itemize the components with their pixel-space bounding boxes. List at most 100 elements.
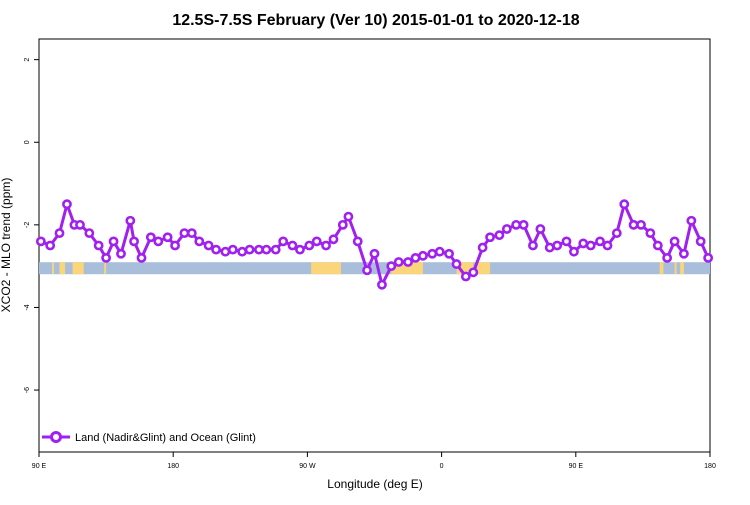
data-point — [153, 236, 164, 247]
data-point — [703, 252, 714, 263]
x-tick-label: 90 W — [299, 463, 316, 470]
data-point — [561, 236, 572, 247]
data-point — [578, 238, 589, 249]
data-point — [227, 244, 238, 255]
data-point — [311, 236, 322, 247]
series-point-layer — [35, 199, 714, 290]
data-point — [451, 259, 462, 269]
y-tick-label: 0 — [24, 140, 31, 144]
data-point — [535, 224, 546, 234]
data-point — [494, 230, 505, 241]
data-point — [93, 240, 104, 251]
data-point — [393, 257, 404, 267]
data-point — [427, 248, 438, 259]
data-point — [179, 228, 190, 239]
data-point — [569, 246, 579, 257]
data-point — [444, 248, 454, 259]
data-point — [62, 199, 72, 210]
data-point — [186, 228, 197, 239]
y-axis: 2 0 -2 -4 -6 — [24, 58, 39, 393]
data-point — [304, 240, 315, 251]
data-point — [501, 224, 512, 234]
data-point — [611, 228, 622, 239]
data-point — [220, 246, 231, 257]
data-point — [343, 211, 354, 222]
y-tick-label: 2 — [24, 58, 31, 62]
data-point — [434, 246, 445, 257]
chart-title: 12.5S-7.5S February (Ver 10) 2015-01-01 … — [172, 12, 579, 29]
data-point — [108, 236, 119, 247]
data-point — [337, 219, 348, 230]
data-point — [270, 244, 281, 255]
data-point — [518, 219, 529, 230]
data-point — [544, 242, 555, 253]
data-point — [129, 236, 139, 247]
land-surface-segment — [659, 262, 664, 275]
series-line — [40, 202, 710, 287]
surface-type-bar — [39, 262, 710, 275]
x-tick-label: 180 — [167, 463, 179, 470]
data-point — [244, 244, 255, 255]
data-point — [636, 219, 646, 230]
x-tick-label: 90 E — [569, 463, 584, 470]
data-point — [662, 252, 673, 263]
legend-label: Land (Nadir&Glint) and Ocean (Glint) — [75, 432, 256, 444]
data-point — [619, 199, 630, 210]
data-point — [468, 267, 479, 278]
data-point — [602, 240, 613, 251]
x-axis: 90 E 180 90 W 0 90 E 180 — [32, 452, 716, 470]
data-point — [362, 265, 372, 276]
land-surface-segment — [59, 262, 66, 275]
x-tick-label: 180 — [704, 463, 716, 470]
data-point — [418, 250, 428, 261]
data-point — [352, 236, 363, 247]
data-point — [669, 236, 680, 247]
data-point — [145, 232, 156, 243]
data-point — [485, 232, 495, 243]
data-point — [287, 240, 298, 251]
land-surface-segment — [477, 262, 491, 275]
y-tick-label: -4 — [24, 304, 31, 310]
data-point — [595, 236, 605, 247]
data-point — [295, 244, 305, 255]
data-point — [75, 219, 85, 230]
data-point — [261, 244, 272, 255]
data-point — [116, 248, 126, 259]
data-point — [645, 228, 656, 239]
legend: Land (Nadir&Glint) and Ocean (Glint) — [42, 431, 256, 444]
data-point — [194, 236, 205, 247]
data-point — [552, 240, 563, 251]
data-point — [203, 240, 214, 251]
data-point — [695, 236, 706, 247]
data-point — [211, 244, 221, 255]
land-surface-segment — [674, 262, 677, 275]
data-point — [652, 240, 663, 251]
y-tick-label: -6 — [24, 387, 31, 393]
data-point — [254, 244, 264, 255]
y-tick-label: -2 — [24, 222, 31, 228]
data-point — [403, 257, 413, 267]
data-point — [237, 246, 248, 257]
data-point — [460, 271, 471, 282]
ocean-surface-band — [39, 262, 710, 275]
land-surface-segment — [72, 262, 84, 275]
data-point — [377, 279, 387, 290]
data-point — [410, 252, 421, 263]
data-point — [101, 252, 111, 263]
data-point — [511, 219, 522, 230]
data-point — [84, 228, 95, 239]
data-point — [369, 248, 380, 259]
data-point — [386, 261, 397, 272]
data-point — [477, 242, 488, 253]
data-point — [54, 228, 65, 239]
data-point — [162, 232, 173, 243]
data-point — [35, 236, 46, 247]
data-point — [170, 240, 180, 251]
data-point — [125, 215, 136, 226]
land-surface-segment — [52, 262, 54, 275]
data-point — [328, 234, 339, 245]
data-point — [628, 219, 639, 230]
land-surface-segment — [311, 262, 341, 275]
